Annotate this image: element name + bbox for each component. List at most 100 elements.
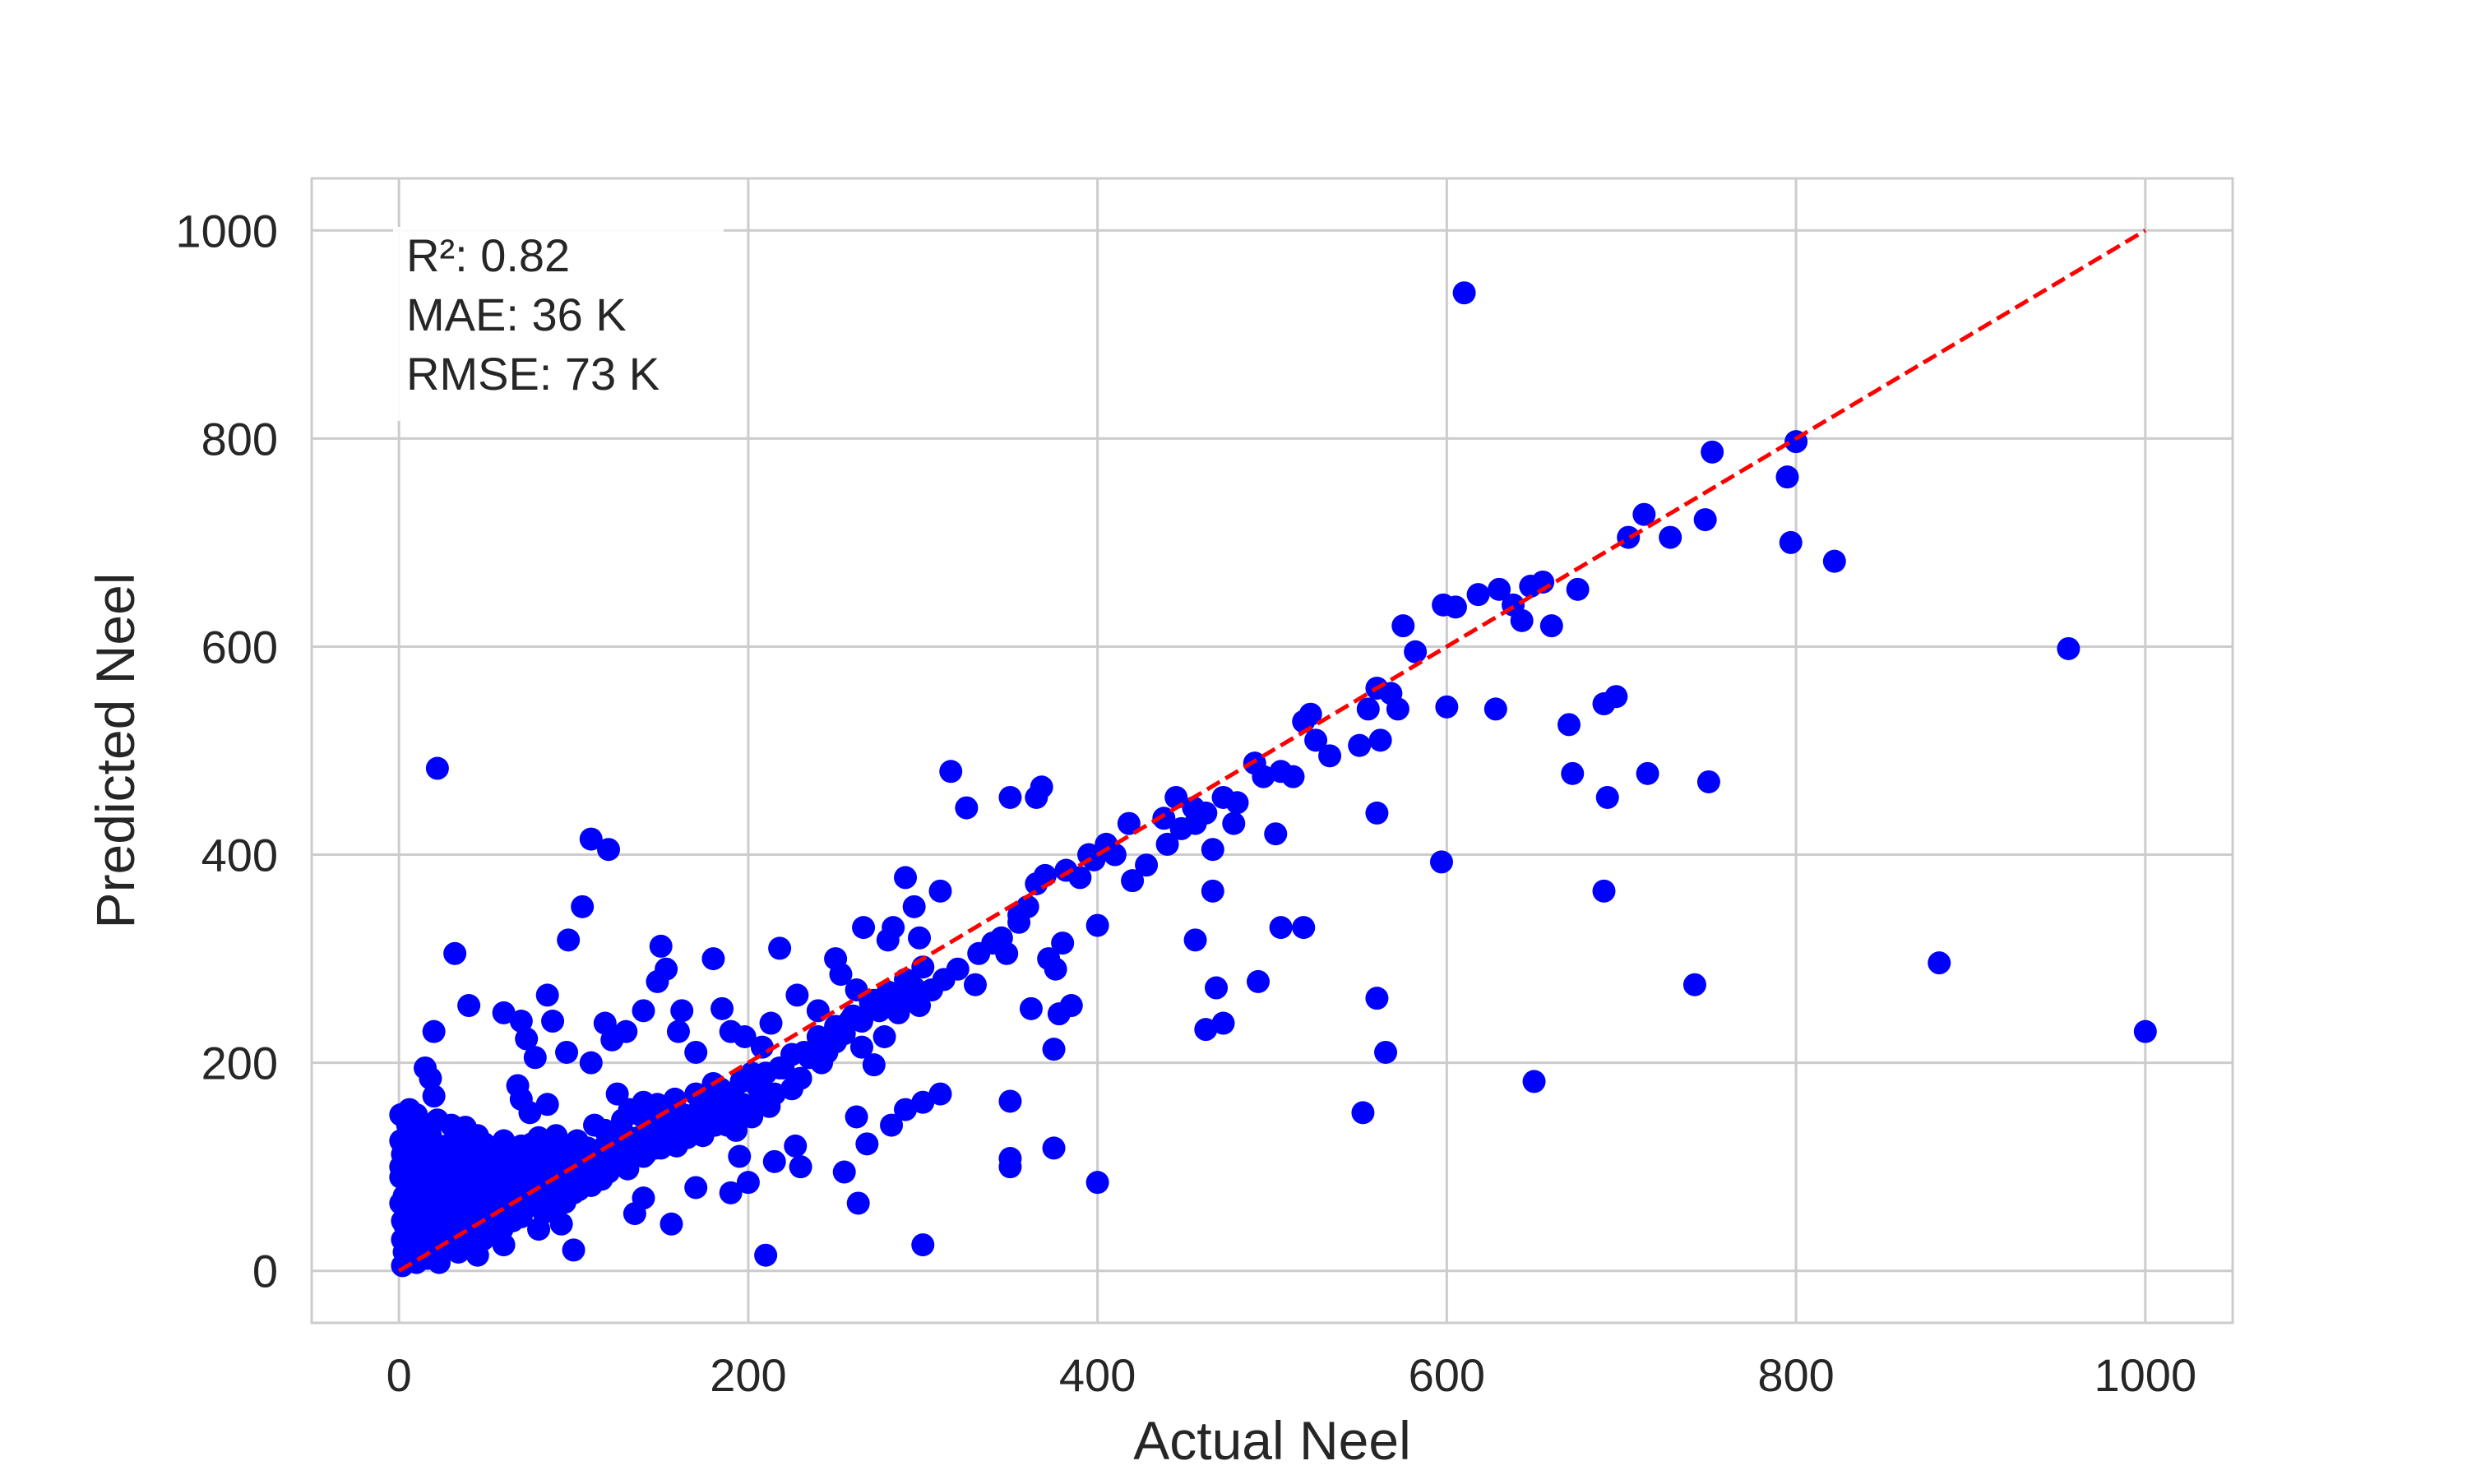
- data-point: [579, 1051, 603, 1075]
- data-point: [882, 916, 905, 940]
- x-tick-label: 1000: [2094, 1349, 2197, 1401]
- data-point: [1374, 1040, 1398, 1064]
- data-point: [1042, 1038, 1066, 1061]
- data-point: [832, 1160, 856, 1184]
- data-point: [1391, 614, 1415, 638]
- data-point: [397, 1142, 421, 1166]
- annotation-rmse: RMSE: 73 K: [406, 348, 660, 400]
- data-point: [1483, 697, 1507, 721]
- data-point: [963, 973, 987, 996]
- data-point: [478, 1190, 502, 1214]
- data-point: [740, 1105, 764, 1129]
- data-point: [1304, 728, 1328, 752]
- data-point: [1211, 1011, 1235, 1035]
- data-point: [733, 1025, 757, 1048]
- data-point: [655, 957, 678, 981]
- data-point: [1019, 996, 1043, 1020]
- data-point: [1595, 785, 1619, 809]
- data-point: [728, 1144, 752, 1168]
- data-point: [1632, 502, 1656, 526]
- data-point: [1269, 760, 1293, 784]
- x-tick-label: 600: [1409, 1349, 1485, 1401]
- data-point: [832, 1022, 856, 1046]
- data-point: [1429, 850, 1453, 874]
- data-point: [1292, 916, 1316, 940]
- y-tick-label: 0: [252, 1246, 278, 1297]
- data-point: [785, 983, 809, 1007]
- data-point: [1659, 525, 1682, 549]
- data-point: [1701, 440, 1724, 464]
- data-point: [544, 1124, 568, 1148]
- y-tick-label: 200: [201, 1038, 278, 1089]
- data-point: [509, 1010, 533, 1033]
- data-point: [849, 1010, 873, 1033]
- data-point: [1539, 614, 1563, 638]
- data-point: [1068, 866, 1092, 890]
- data-point: [1044, 957, 1067, 981]
- data-point: [391, 1209, 414, 1232]
- data-point: [1051, 932, 1075, 955]
- data-point: [541, 1010, 565, 1033]
- data-point: [389, 1165, 413, 1189]
- data-point: [549, 1212, 573, 1236]
- data-point: [562, 1238, 586, 1262]
- data-point: [1365, 987, 1389, 1010]
- data-point: [724, 1118, 748, 1142]
- data-point: [946, 957, 970, 981]
- data-point: [467, 1136, 491, 1160]
- x-tick-label: 0: [386, 1349, 412, 1401]
- y-tick-labels: 0 200 400 600 800 1000: [175, 205, 278, 1297]
- data-point: [1183, 928, 1207, 952]
- data-point: [1155, 832, 1179, 856]
- data-point: [419, 1066, 442, 1090]
- data-point: [2057, 636, 2081, 660]
- data-point: [1488, 577, 1511, 601]
- data-point: [885, 987, 909, 1010]
- data-point: [605, 1082, 629, 1106]
- data-point: [1693, 508, 1717, 532]
- data-point: [1636, 761, 1659, 785]
- data-point: [1435, 695, 1459, 719]
- data-point: [1561, 761, 1585, 785]
- data-point: [414, 1178, 437, 1202]
- data-point: [649, 934, 673, 958]
- data-point: [780, 1042, 803, 1066]
- data-point: [518, 1101, 542, 1125]
- data-point: [422, 1215, 446, 1239]
- data-point: [583, 1113, 607, 1137]
- data-point: [523, 1046, 547, 1070]
- data-point: [515, 1027, 539, 1051]
- data-point: [422, 1019, 446, 1043]
- data-point: [1205, 976, 1229, 1000]
- x-tick-label: 800: [1757, 1349, 1834, 1401]
- data-point: [408, 1240, 432, 1264]
- data-point: [443, 941, 467, 965]
- data-point: [754, 1243, 778, 1267]
- data-point: [597, 838, 621, 862]
- data-point: [1264, 822, 1288, 846]
- x-tick-label: 200: [710, 1349, 786, 1401]
- data-point: [1452, 281, 1476, 305]
- data-point: [1042, 1136, 1066, 1160]
- data-point: [845, 1105, 868, 1129]
- data-point: [1182, 796, 1206, 820]
- data-point: [789, 1066, 812, 1090]
- reference-line-group: [397, 229, 2147, 1273]
- data-point: [872, 1025, 896, 1048]
- data-point: [880, 1113, 904, 1137]
- x-axis-label: Actual Neel: [1133, 1410, 1411, 1471]
- metrics-annotation: R²: 0.82 MAE: 36 K RMSE: 73 K: [393, 227, 724, 421]
- data-point: [660, 1212, 683, 1236]
- data-point: [1121, 869, 1145, 893]
- data-point: [798, 1046, 822, 1070]
- data-point: [955, 796, 979, 820]
- data-point: [684, 1040, 708, 1064]
- data-point: [939, 760, 963, 784]
- reference-line: [397, 229, 2147, 1273]
- data-point: [846, 1191, 870, 1215]
- data-point: [389, 1191, 413, 1215]
- data-point: [829, 963, 853, 987]
- data-point: [908, 994, 932, 1018]
- data-point: [1404, 640, 1428, 663]
